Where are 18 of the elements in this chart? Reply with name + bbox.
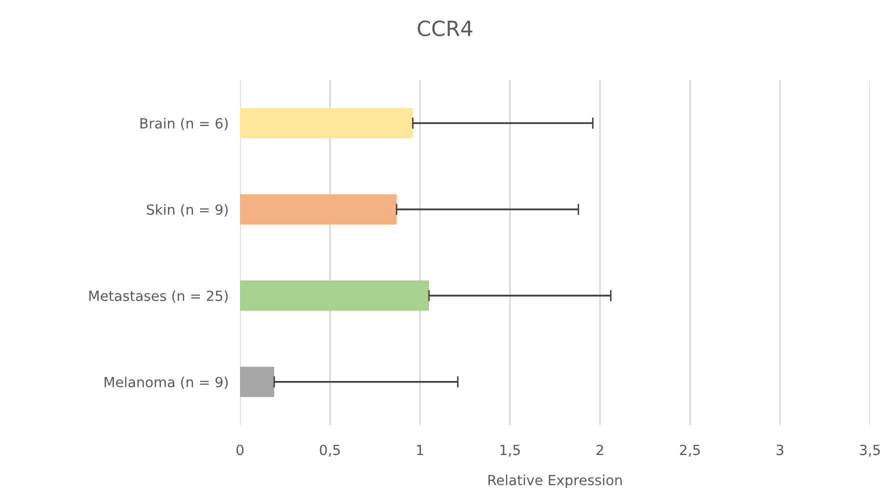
x-tick-label: 3 xyxy=(776,444,784,456)
x-tick-label: 1 xyxy=(417,444,424,455)
x-tick-label: 0,5 xyxy=(320,444,340,457)
x-axis-title: Relative Expression xyxy=(488,474,622,488)
x-tick-label: 2 xyxy=(596,444,604,455)
y-tick-label: Metastases (n = 25) xyxy=(89,290,228,303)
x-tick-label: 2,5 xyxy=(680,444,700,457)
x-tick-label: 0 xyxy=(236,444,244,456)
x-tick-label: 1,5 xyxy=(500,444,520,457)
y-tick-label: Brain (n = 6) xyxy=(140,118,228,130)
y-tick-label: Melanoma (n = 9) xyxy=(104,376,228,389)
bar xyxy=(240,280,429,311)
bar xyxy=(240,194,397,224)
x-tick-label: 3,5 xyxy=(860,444,880,457)
chart-title: CCR4 xyxy=(418,20,472,36)
bar xyxy=(240,366,274,397)
bar xyxy=(240,108,413,138)
y-tick-label: Skin (n = 9) xyxy=(146,204,228,216)
